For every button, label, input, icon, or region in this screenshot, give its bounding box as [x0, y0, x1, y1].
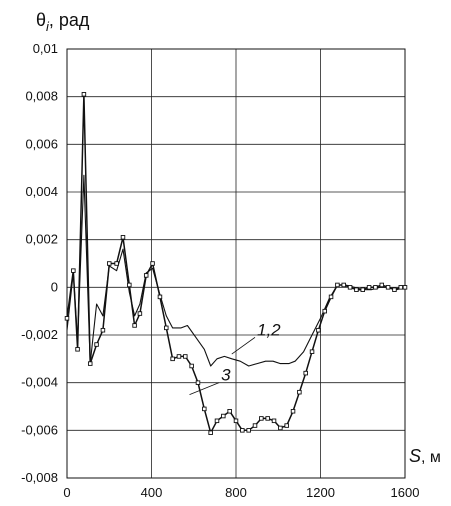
series-marker [75, 347, 80, 352]
series-marker [183, 354, 188, 359]
series-marker [208, 430, 213, 435]
series-marker [176, 354, 182, 359]
y-axis-unit: , рад [49, 10, 90, 30]
y-axis-symbol: θ [36, 10, 46, 30]
plot-frame [66, 48, 406, 479]
series-marker [278, 425, 283, 431]
y-tick-label: 0,01 [33, 41, 58, 56]
series-marker [341, 282, 346, 288]
y-tick-label: -0,004 [21, 375, 58, 390]
y-tick-label: -0,006 [21, 422, 58, 437]
series-marker [150, 261, 155, 266]
series-marker [94, 342, 99, 347]
series-marker [240, 428, 245, 433]
annotation-leader-2 [189, 382, 220, 395]
series-marker [227, 409, 232, 414]
series-marker [114, 261, 119, 266]
series-marker [265, 416, 270, 421]
x-axis-symbol: S [409, 446, 421, 466]
series-marker [221, 413, 226, 419]
x-tick-label: 800 [225, 485, 247, 500]
series-marker [303, 370, 308, 376]
y-tick-label: 0,006 [25, 136, 58, 151]
y-tick-label: 0,002 [25, 232, 58, 247]
series-marker [309, 349, 315, 354]
series-marker [233, 418, 239, 424]
series-marker [271, 418, 277, 424]
series-marker [157, 294, 163, 300]
series-marker [354, 287, 359, 292]
y-tick-label: -0,008 [21, 470, 58, 485]
series-marker [246, 428, 251, 433]
series-marker [347, 285, 353, 290]
y-tick-label: -0,002 [21, 327, 58, 342]
series-marker [290, 409, 296, 414]
x-tick-label: 400 [141, 485, 163, 500]
series-marker [81, 92, 87, 97]
series-marker [189, 363, 194, 369]
y-axis-label: θi, рад [36, 10, 90, 34]
x-axis-label: S, м [409, 446, 441, 466]
y-axis-subscript: i [46, 19, 50, 34]
x-tick-labels: 0 400 800 1200 1600 [63, 485, 419, 500]
series-marker [328, 294, 334, 300]
series-marker [106, 261, 112, 266]
series-marker [366, 285, 372, 290]
annotation-label-1: 1,2 [257, 320, 281, 339]
y-tick-labels: 0,01 0,008 0,006 0,004 0,002 0 -0,002 -0,004 -0,… [21, 41, 58, 485]
series-marker [64, 316, 70, 321]
series-marker [297, 389, 302, 395]
series-marker [195, 380, 201, 385]
y-tick-label: 0 [51, 279, 58, 294]
y-tick-label: 0,004 [25, 184, 58, 199]
series-marker [252, 423, 258, 428]
series-marker [143, 273, 149, 278]
x-tick-label: 0 [63, 485, 70, 500]
series-marker [170, 356, 175, 362]
y-tick-label: 0,008 [25, 89, 58, 104]
series-marker [335, 282, 340, 288]
series-marker [71, 268, 76, 273]
series-marker [379, 282, 385, 288]
x-axis-unit: , м [421, 449, 441, 466]
annotation-label-2: 3 [221, 366, 231, 385]
series-marker [316, 327, 321, 333]
series-marker [87, 361, 93, 366]
series-marker [373, 285, 378, 290]
series-marker [214, 418, 220, 424]
series-marker [127, 282, 132, 288]
series-marker [137, 311, 143, 316]
series-marker [385, 285, 391, 290]
x-tick-label: 1600 [391, 485, 420, 500]
series-marker [402, 285, 408, 290]
series-marker [398, 285, 404, 290]
series-marker [284, 423, 289, 428]
series-marker [100, 327, 106, 333]
x-tick-label: 1200 [306, 485, 335, 500]
series-marker [164, 325, 169, 331]
series [64, 92, 408, 435]
series-marker [120, 235, 126, 240]
annotations: 1,23 [189, 320, 281, 395]
series-marker [360, 287, 366, 292]
series-marker [322, 308, 327, 314]
series-marker [202, 406, 207, 412]
series-marker [259, 416, 264, 421]
annotation-leader-1 [231, 337, 256, 355]
series-marker [392, 287, 397, 292]
series-marker [132, 323, 137, 328]
